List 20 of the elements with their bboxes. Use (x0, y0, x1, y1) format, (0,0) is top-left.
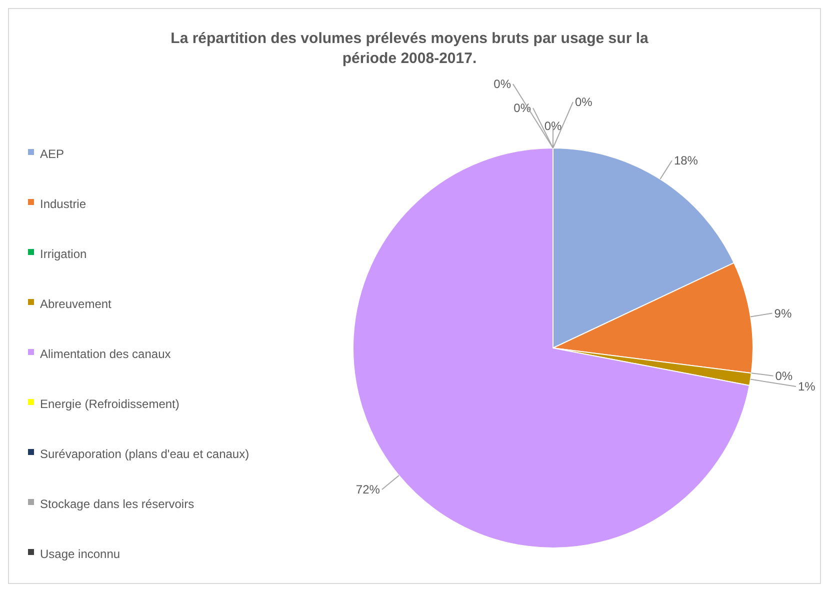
data-label: 18% (674, 154, 698, 168)
pie-slice (352, 148, 750, 548)
legend-label: Abreuvement (40, 297, 112, 312)
text: 0% (575, 95, 592, 109)
text: 0% (494, 77, 511, 91)
data-label: 72% (356, 482, 380, 497)
legend-label: Industrie (40, 197, 86, 212)
legend-label: Surévaporation (plans d'eau et canaux) (40, 447, 250, 462)
legend-label: Usage inconnu (40, 547, 120, 562)
text: 0% (514, 101, 531, 115)
legend-label: AEP (40, 147, 64, 162)
legend-label: Irrigation (40, 247, 87, 262)
chart-title: La répartition des volumes prélevés moyens bruts par usage sur la période 2008-2017. (170, 30, 649, 67)
legend-label: Stockage dans les réservoirs (40, 497, 194, 512)
text: 0% (775, 368, 793, 383)
data-label: 9% (774, 306, 792, 320)
legend-label: Energie (Refroidissement) (40, 397, 180, 412)
text: 0% (544, 119, 562, 133)
data-label: 1% (798, 379, 816, 394)
legend-label: Alimentation des canaux (40, 347, 171, 362)
